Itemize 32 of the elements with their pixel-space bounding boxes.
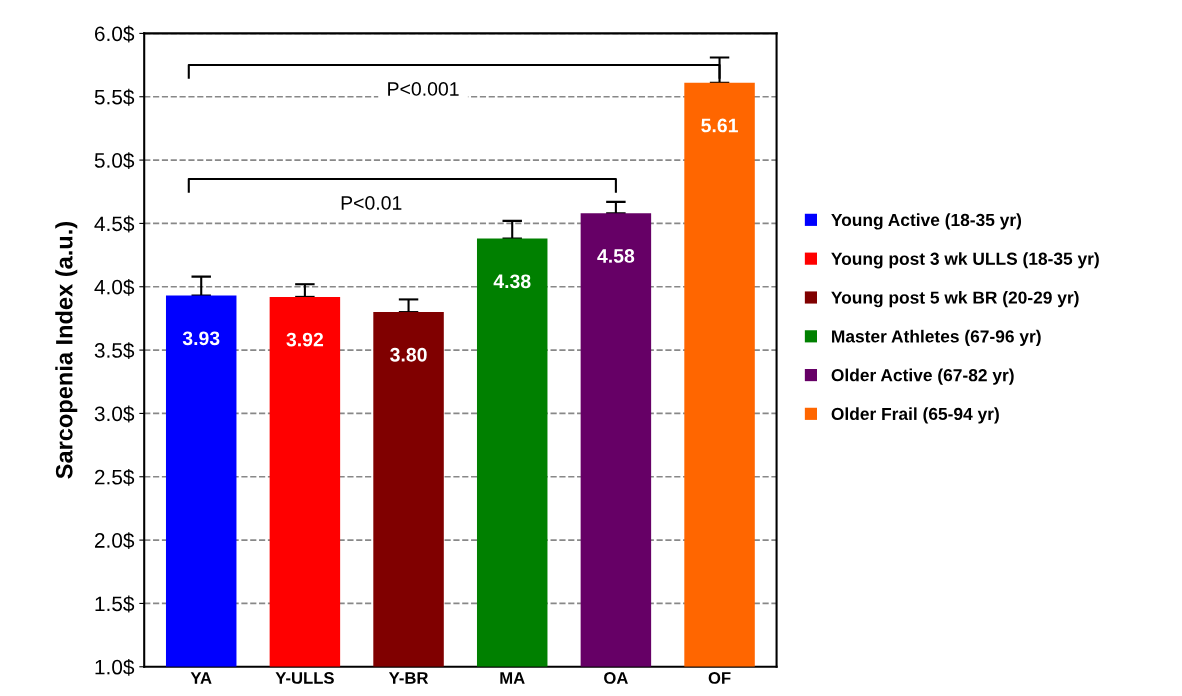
y-tick-label: 5.0$ [94, 152, 135, 170]
y-tick-label: 5.5$ [94, 88, 135, 106]
data-label: 3.80 [390, 347, 427, 362]
data-label: 3.92 [286, 332, 324, 347]
y-tick-label: 3.0$ [94, 405, 135, 423]
y-tick-label: 4.5$ [94, 215, 135, 233]
legend-label: Older Active (67-82 yr) [831, 368, 1014, 385]
x-tick-label: Y-ULLS [275, 672, 334, 684]
annotation: P<0.01 [341, 196, 402, 210]
x-tick-label: OF [708, 672, 731, 684]
y-tick-label: 1.0$ [95, 658, 135, 676]
legend-label: Young post 3 wk ULLS (18-35 yr) [831, 252, 1099, 269]
legend-label: Older Frail (65-94 yr) [831, 407, 999, 424]
y-tick-label: 1.5$ [95, 595, 135, 613]
data-label: 5.61 [701, 118, 738, 133]
x-tick-label: OA [604, 672, 628, 684]
y-tick-label: 2.0$ [94, 532, 135, 550]
legend-label: Young post 5 wk BR (20-29 yr) [831, 290, 1079, 308]
data-label: 4.38 [493, 274, 531, 289]
data-label: 4.58 [597, 249, 635, 263]
y-axis-title: Sarcopenia Index (a.u.) [55, 222, 78, 479]
annotation: P<0.001 [388, 82, 459, 96]
x-tick-label: YA [190, 672, 212, 684]
legend-label: Young Active (18-35 yr) [831, 213, 1022, 230]
y-tick-label: 4.0$ [94, 278, 135, 296]
x-tick-label: Y-BR [388, 672, 429, 684]
legend-label: Master Athletes (67-96 yr) [832, 329, 1041, 346]
y-tick-label: 6.0$ [95, 25, 135, 43]
y-tick-label: 2.5$ [94, 468, 135, 486]
x-tick-label: MA [500, 672, 525, 684]
data-label: 3.93 [182, 331, 220, 346]
y-tick-label: 3.5$ [94, 342, 135, 360]
